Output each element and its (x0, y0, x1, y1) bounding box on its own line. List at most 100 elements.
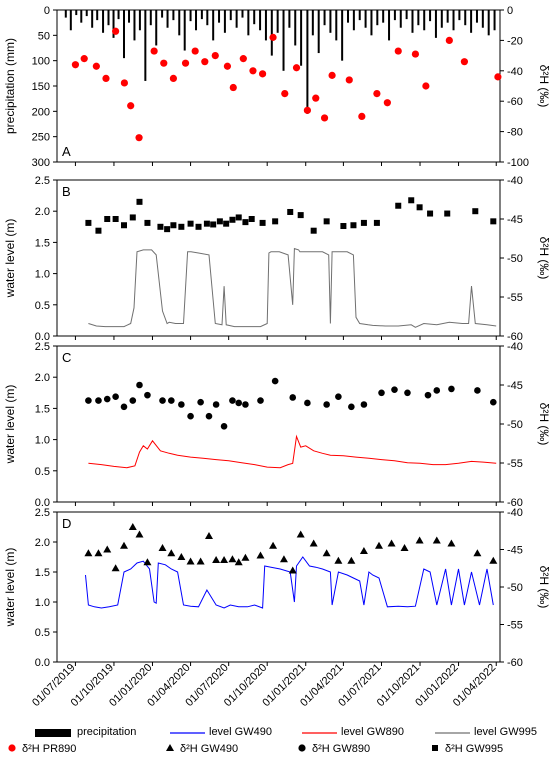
gw995-point (195, 223, 202, 230)
gw995-point (235, 214, 242, 221)
gw995-point (95, 227, 102, 234)
left-tick-label: 0.0 (35, 657, 50, 669)
precipitation-bar (311, 10, 314, 36)
gw490-point (374, 541, 383, 549)
precipitation-bar (393, 10, 396, 21)
gw995-point (170, 222, 177, 229)
left-tick-label: 50 (38, 30, 50, 42)
pr890-point (127, 102, 135, 110)
gw490-point (347, 556, 356, 564)
pr890-point (92, 62, 100, 70)
gw490-point (94, 549, 103, 557)
gw890-point (242, 401, 249, 408)
precipitation-bar (212, 10, 215, 41)
precipitation-bar (138, 10, 141, 31)
precipitation-bar (247, 10, 250, 36)
legend-item: precipitation (35, 726, 136, 738)
gw890-point (178, 401, 185, 408)
left-axis-label: water level (m) (3, 219, 17, 299)
left-tick-label: 2.0 (35, 206, 50, 218)
gw890-point (197, 398, 204, 406)
gw890-point (136, 381, 143, 389)
right-tick-label: -45 (507, 214, 523, 226)
pr890-point (281, 90, 289, 98)
legend-item: δ²H GW490 (166, 743, 238, 755)
gw890-point (378, 389, 385, 397)
pr890-point (160, 59, 168, 67)
gw890-point (424, 391, 432, 399)
precipitation-bar (96, 10, 99, 21)
gw490-point (103, 545, 112, 553)
left-tick-label: 100 (32, 56, 50, 68)
gw890-point (348, 403, 355, 411)
gw490-point (204, 532, 213, 539)
pr890-point (358, 112, 366, 120)
gw490-point (220, 556, 229, 563)
precipitation-bar (264, 10, 267, 41)
gw890-point (229, 397, 236, 404)
left-tick-label: 0.0 (35, 331, 50, 343)
left-tick-label: 0.0 (35, 497, 50, 509)
right-tick-label: 0 (507, 5, 513, 17)
gw995-point (112, 216, 119, 222)
precipitation-bar (144, 10, 147, 81)
gw995-point (136, 198, 143, 205)
left-tick-label: 1.5 (35, 237, 50, 249)
gw995-point (287, 208, 294, 215)
gw995-point (350, 222, 357, 229)
gw890-point (112, 393, 119, 401)
gw890-point (360, 401, 368, 408)
gw890-point (95, 397, 102, 404)
gw995-point (427, 210, 434, 217)
left-tick-label: 1.0 (35, 435, 50, 447)
gw890-point (271, 377, 279, 385)
series-line-level-gw995 (88, 247, 497, 328)
pr890-point (328, 71, 336, 79)
precipitation-bar (149, 10, 152, 26)
gw890-point (205, 412, 213, 420)
right-tick-label: -50 (507, 582, 523, 594)
legend-label: δ²H GW995 (445, 743, 503, 755)
gw995-point (297, 212, 304, 219)
gw490-point (447, 539, 456, 547)
pr890-point (411, 50, 420, 58)
precipitation-bar (405, 10, 408, 20)
gw995-point (444, 210, 451, 217)
precipitation-bar (206, 10, 209, 26)
legend-label: precipitation (77, 726, 136, 738)
gw490-point (400, 544, 409, 551)
pr890-point (269, 33, 277, 41)
precipitation-bar (235, 10, 238, 28)
gw490-point (135, 530, 144, 538)
legend-label: level GW490 (209, 726, 272, 738)
left-tick-label: 0.5 (35, 466, 50, 478)
gw995-point (187, 220, 194, 227)
gw490-point (309, 539, 318, 547)
precipitation-bar (429, 10, 432, 22)
pr890-point (239, 55, 247, 63)
pr890-point (292, 64, 301, 72)
gw890-point (433, 387, 441, 394)
precipitation-bar (241, 10, 244, 18)
pr890-point (445, 36, 453, 45)
precipitation-bar (133, 10, 136, 41)
legend-swatch-circle (8, 744, 16, 752)
pr890-point (169, 74, 178, 82)
legend-label: level GW995 (474, 726, 537, 738)
gw890-point (474, 387, 481, 394)
right-axis-label: δ²H (‰) (537, 237, 550, 280)
gw490-point (489, 556, 498, 564)
gw490-point (228, 555, 237, 563)
precipitation-bar (107, 10, 110, 26)
legend-label: δ²H GW490 (180, 743, 238, 755)
left-tick-label: 1.0 (35, 269, 50, 281)
left-tick-label: 0 (44, 5, 50, 17)
gw490-point (167, 549, 176, 557)
precipitation-bar (376, 10, 379, 26)
precipitation-bar (288, 10, 291, 28)
precipitation-bar (80, 10, 83, 23)
gw490-point (279, 555, 288, 563)
precipitation-bar (276, 10, 279, 33)
precipitation-bar (347, 10, 350, 23)
precipitation-bar (282, 10, 285, 71)
